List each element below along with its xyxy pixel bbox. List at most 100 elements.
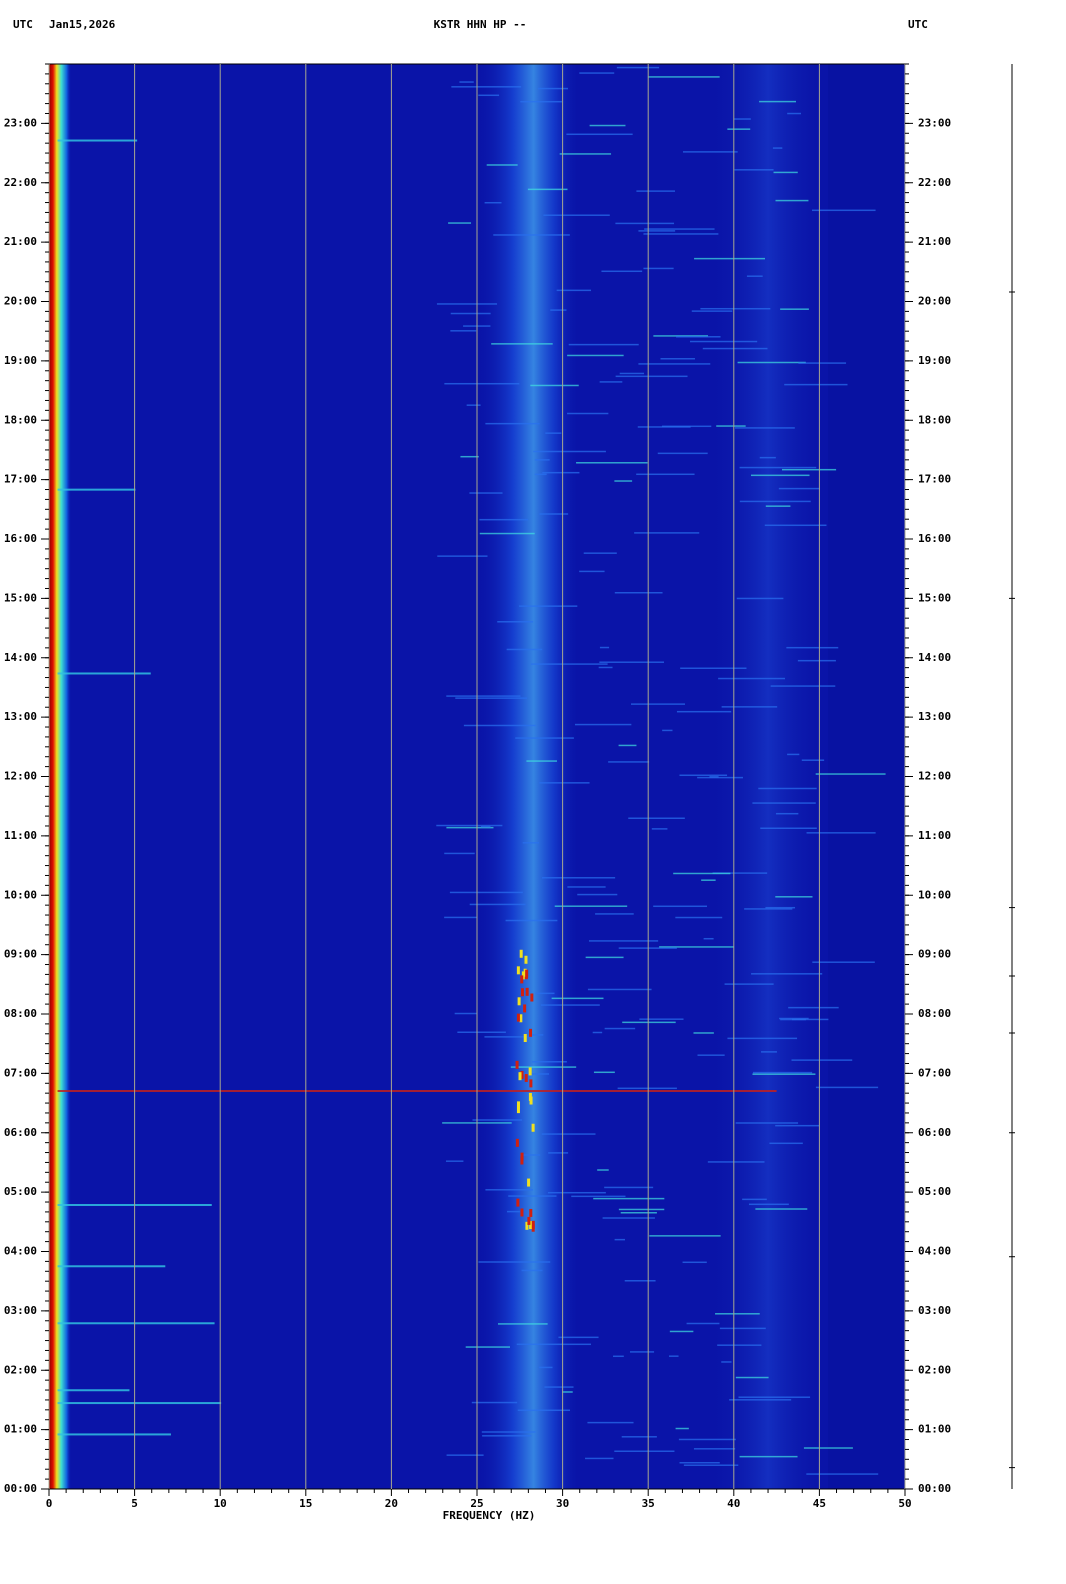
spectrogram-streak bbox=[57, 139, 138, 142]
spectrogram-streak bbox=[469, 492, 503, 494]
spectrogram-streak bbox=[630, 703, 685, 705]
spectrogram-streak bbox=[619, 372, 645, 375]
spectrogram-streak bbox=[520, 975, 524, 984]
spectrogram-streak bbox=[700, 307, 771, 310]
spectrogram-streak bbox=[614, 480, 633, 482]
spectrogram-streak bbox=[517, 997, 521, 1006]
spectrogram-streak bbox=[639, 1018, 684, 1020]
spectrogram-streak bbox=[788, 1006, 839, 1009]
spectrogram-streak bbox=[506, 648, 543, 651]
spectrogram-streak bbox=[621, 1436, 657, 1438]
spectrogram-streak bbox=[455, 697, 528, 699]
spectrogram-streak bbox=[660, 358, 695, 360]
y-tick-label-right: 10:00 bbox=[918, 888, 951, 901]
y-tick-label-right: 07:00 bbox=[918, 1066, 951, 1079]
spectrogram-streak bbox=[529, 1208, 533, 1217]
spectrogram-streak bbox=[718, 677, 785, 680]
spectrogram-streak bbox=[657, 452, 708, 455]
spectrogram-streak bbox=[759, 456, 776, 459]
spectrogram-streak bbox=[525, 1221, 529, 1230]
y-tick-label: 00:00 bbox=[4, 1482, 37, 1495]
spectrogram-streak bbox=[773, 171, 798, 174]
spectrogram-streak bbox=[550, 309, 567, 311]
spectrogram-streak bbox=[676, 336, 721, 338]
spectrogram-streak bbox=[703, 937, 714, 940]
spectrogram-streak bbox=[485, 1189, 533, 1191]
spectrogram-streak bbox=[787, 753, 800, 756]
spectrogram-streak bbox=[529, 1096, 533, 1105]
spectrogram-streak bbox=[614, 591, 663, 594]
spectrogram-streak bbox=[574, 723, 632, 726]
spectrogram-streak bbox=[601, 270, 643, 273]
spectrogram-streak bbox=[602, 1217, 655, 1219]
spectrogram-streak bbox=[715, 1313, 760, 1315]
y-tick-label: 23:00 bbox=[4, 116, 37, 129]
y-tick-label: 19:00 bbox=[4, 354, 37, 367]
spectrogram-streak bbox=[534, 473, 547, 476]
y-tick-label-right: 19:00 bbox=[918, 354, 951, 367]
spectrogram-streak bbox=[484, 201, 502, 204]
y-tick-label: 21:00 bbox=[4, 235, 37, 248]
x-tick-label: 40 bbox=[727, 1497, 740, 1510]
spectrogram-streak bbox=[615, 222, 675, 225]
y-tick-label-right: 04:00 bbox=[918, 1245, 951, 1258]
spectrogram-streak bbox=[752, 802, 816, 804]
spectrogram-streak bbox=[739, 1455, 798, 1458]
spectrogram-streak bbox=[780, 308, 809, 310]
spectrogram-streak bbox=[485, 422, 540, 425]
spectrogram-streak bbox=[57, 488, 136, 491]
spectrogram-streak bbox=[520, 1208, 524, 1217]
spectrogram-streak bbox=[742, 1198, 767, 1201]
spectrogram-streak bbox=[651, 828, 668, 830]
spectrogram-streak bbox=[481, 825, 491, 828]
spectrogram-streak bbox=[532, 1061, 567, 1063]
y-tick-label-right: 06:00 bbox=[918, 1126, 951, 1139]
spectrogram-streak bbox=[662, 729, 673, 732]
spectrogram-streak bbox=[457, 1031, 506, 1033]
y-tick-label-right: 00:00 bbox=[918, 1482, 951, 1495]
x-tick-label: 5 bbox=[131, 1497, 138, 1510]
spectrogram-streak bbox=[436, 303, 498, 305]
y-tick-label: 17:00 bbox=[4, 473, 37, 486]
y-tick-label: 05:00 bbox=[4, 1185, 37, 1198]
spectrogram-streak bbox=[519, 1014, 523, 1023]
spectrogram-streak bbox=[542, 471, 580, 474]
y-tick-label-right: 16:00 bbox=[918, 532, 951, 545]
spectrogram-streak bbox=[765, 505, 791, 507]
y-tick-label: 03:00 bbox=[4, 1304, 37, 1317]
spectrogram-streak bbox=[437, 555, 488, 557]
y-tick-label-right: 01:00 bbox=[918, 1423, 951, 1436]
spectrogram-streak bbox=[465, 1346, 510, 1348]
spectrogram-streak bbox=[517, 1101, 521, 1110]
spectrogram-streak bbox=[746, 275, 763, 277]
spectrogram-streak bbox=[719, 1327, 766, 1330]
spectrogram-streak bbox=[739, 500, 811, 503]
spectrogram-streak bbox=[617, 1087, 677, 1090]
spectrogram-streak bbox=[597, 1169, 609, 1171]
spectrogram-streak bbox=[478, 94, 500, 97]
spectrogram-streak bbox=[675, 916, 723, 919]
spectrogram-streak bbox=[446, 826, 494, 829]
chart-title: KSTR HHN HP -- bbox=[434, 18, 527, 31]
spectrogram-streak bbox=[472, 1119, 523, 1121]
spectrogram-streak bbox=[772, 147, 783, 149]
spectrogram-streak bbox=[527, 1216, 531, 1225]
spectrogram-streak bbox=[540, 1004, 600, 1006]
spectrogram-streak bbox=[599, 646, 610, 649]
y-tick-label-right: 20:00 bbox=[918, 295, 951, 308]
spectrogram-streak bbox=[693, 1448, 736, 1450]
spectrogram-streak bbox=[521, 971, 525, 980]
spectrogram-streak bbox=[755, 1208, 808, 1210]
spectrogram-streak bbox=[531, 1123, 535, 1132]
spectrogram-streak bbox=[520, 988, 524, 997]
y-tick-label: 16:00 bbox=[4, 532, 37, 545]
spectrogram-streak bbox=[812, 961, 875, 963]
spectrogram-streak bbox=[516, 1013, 520, 1022]
spectrogram-streak bbox=[693, 1032, 714, 1034]
y-tick-label-right: 03:00 bbox=[918, 1304, 951, 1317]
spectrogram-streak bbox=[717, 1344, 762, 1346]
spectrogram-streak bbox=[622, 1021, 676, 1024]
spectrogram-streak bbox=[579, 72, 615, 74]
spectrogram-streak bbox=[673, 872, 731, 875]
spectrogram-streak bbox=[787, 112, 801, 115]
